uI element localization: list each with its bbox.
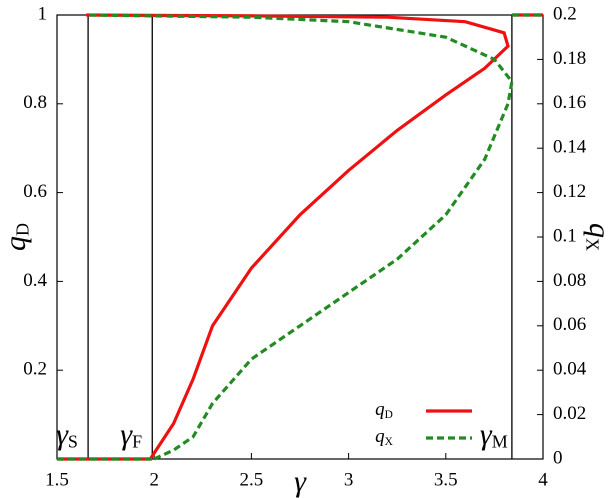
series-line	[57, 13, 543, 461]
y2-tick-label: 0.12	[553, 181, 586, 202]
x-tick-label: 3	[344, 469, 354, 490]
x-axis-label: γ	[294, 465, 307, 498]
y-tick-label: 0.4	[23, 270, 47, 291]
marker-label: γS	[56, 418, 78, 452]
y-tick-label: 1	[38, 3, 48, 24]
marker-label: γF	[120, 418, 142, 452]
y2-tick-label: 0.16	[553, 92, 586, 113]
y-tick-label: 0.8	[23, 92, 47, 113]
y2-tick-label: 0.1	[553, 225, 577, 246]
y2-tick-label: 0.04	[553, 359, 587, 380]
y-tick-label: 0.6	[23, 181, 47, 202]
y2-tick-label: 0.14	[553, 137, 587, 158]
x-tick-label: 1.5	[45, 469, 69, 490]
x-tick-label: 2.5	[240, 469, 264, 490]
plot-frame	[56, 14, 544, 460]
y2-tick-label: 0.18	[553, 48, 586, 69]
marker-label: γM	[480, 418, 508, 452]
y2-axis-label: qX	[583, 223, 614, 251]
y-axis-label: qD	[0, 223, 32, 251]
series-line	[57, 13, 543, 461]
x-tick-label: 4	[538, 469, 548, 490]
y2-tick-label: 0.06	[553, 314, 586, 335]
y2-tick-label: 0	[553, 447, 563, 468]
x-tick-label: 3.5	[434, 469, 458, 490]
y2-tick-label: 0.2	[553, 3, 577, 24]
x-tick-label: 2	[149, 469, 159, 490]
y2-tick-label: 0.08	[553, 270, 586, 291]
y2-tick-label: 0.02	[553, 403, 586, 424]
legend-label: qD	[375, 399, 393, 420]
y-tick-label: 0.2	[23, 359, 47, 380]
legend-label: qX	[375, 426, 394, 447]
